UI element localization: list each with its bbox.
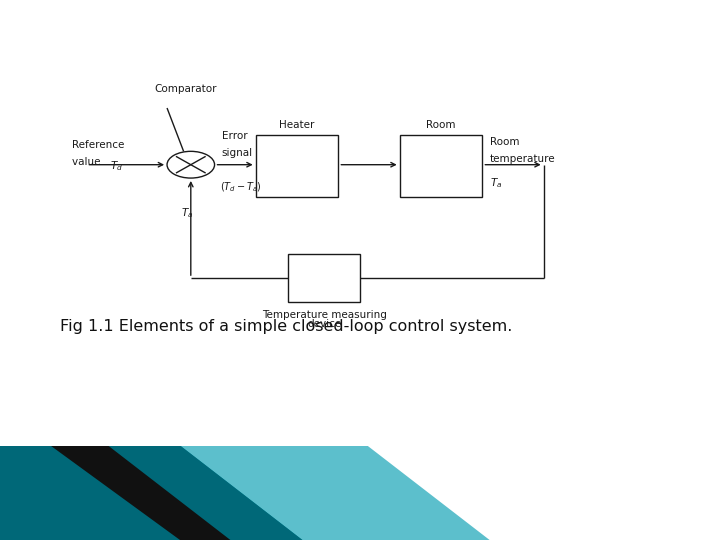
Text: Temperature measuring: Temperature measuring <box>261 310 387 320</box>
Polygon shape <box>180 446 490 540</box>
Text: Room: Room <box>426 119 456 130</box>
Bar <box>256 135 338 197</box>
Bar <box>288 254 360 302</box>
Text: Comparator: Comparator <box>155 84 217 94</box>
Bar <box>400 135 482 197</box>
Text: value: value <box>72 157 104 167</box>
Text: $T_a$: $T_a$ <box>490 177 502 191</box>
Text: temperature: temperature <box>490 154 555 165</box>
Text: Reference: Reference <box>72 140 125 150</box>
Polygon shape <box>0 446 374 540</box>
Text: Heater: Heater <box>279 119 315 130</box>
Polygon shape <box>0 446 302 540</box>
Text: $T_a$: $T_a$ <box>181 206 194 220</box>
Text: $(T_d-T_a)$: $(T_d-T_a)$ <box>220 181 261 194</box>
Text: $T_d$: $T_d$ <box>110 159 123 173</box>
Text: signal: signal <box>222 148 253 158</box>
Text: device: device <box>307 319 341 329</box>
Text: Error: Error <box>222 131 248 141</box>
Text: Room: Room <box>490 137 519 147</box>
Text: Fig 1.1 Elements of a simple closed-loop control system.: Fig 1.1 Elements of a simple closed-loop… <box>60 319 512 334</box>
Polygon shape <box>50 446 230 540</box>
